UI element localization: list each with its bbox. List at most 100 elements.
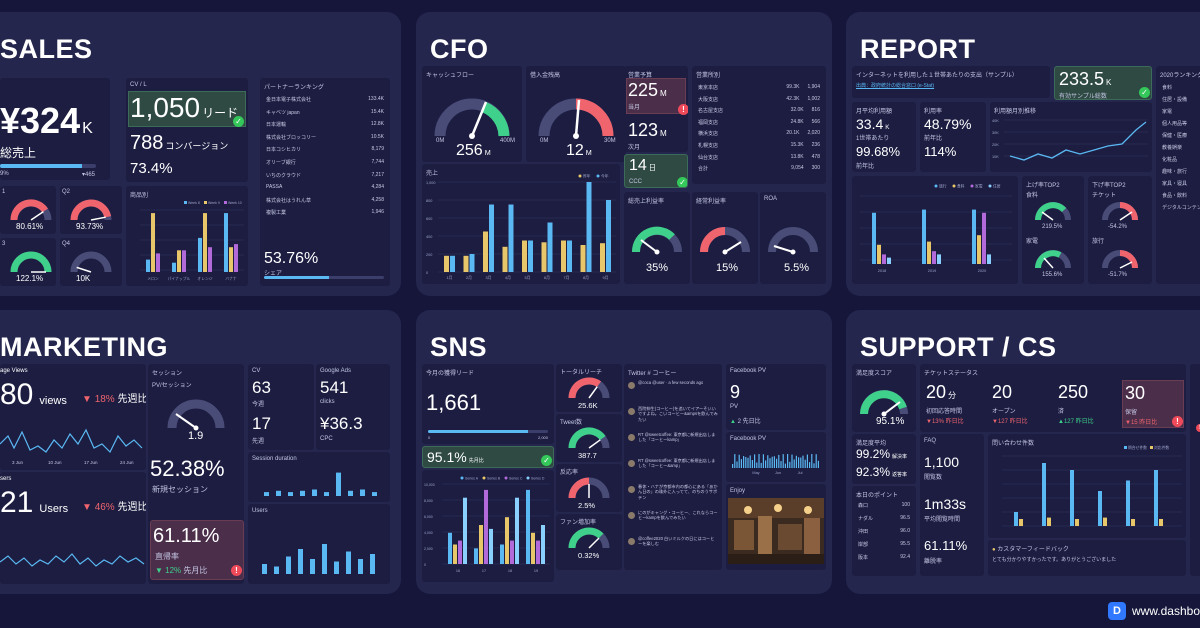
fb-bar[interactable]	[793, 459, 795, 468]
fb-bar[interactable]	[736, 461, 738, 468]
ccc-card[interactable]: 14 日 CCC ✓	[624, 154, 688, 188]
ads-card[interactable]: Google Ads 541 clicks ¥36.3 CPC	[316, 364, 390, 450]
fb-bar[interactable]	[749, 455, 751, 468]
facebook-card[interactable]: Facebook PV 9 PV ▲ 2 先日比	[726, 364, 826, 430]
revenue-bar-this-year[interactable]	[489, 204, 494, 273]
fb-bar[interactable]	[815, 454, 817, 468]
product-bar[interactable]	[234, 244, 238, 272]
fb-bar[interactable]	[767, 455, 769, 468]
revenue-bar-last-year[interactable]	[541, 242, 547, 272]
handled-bar[interactable]	[1047, 517, 1051, 526]
fb-bar[interactable]	[751, 460, 753, 468]
sns-bar[interactable]	[536, 540, 540, 564]
ranking-row[interactable]: 化粧品	[1162, 156, 1200, 163]
fb-bar[interactable]	[817, 460, 819, 468]
partner-row[interactable]: 株式会社ブロッコリー 10.5K	[266, 134, 384, 141]
tweet-item[interactable]: 春休・ハナが京都市内の都心にある「あかん日の」の珠外に入ってて、のちのうサボテン	[628, 484, 718, 508]
fb-bar[interactable]	[769, 458, 771, 468]
branch-row[interactable]: 横浜支店 20.1K 2,020	[698, 130, 820, 137]
report-bar[interactable]	[922, 209, 926, 264]
gross-margin-card[interactable]: 総売上利益率 35%	[624, 192, 690, 284]
inquiry-bar[interactable]	[1154, 470, 1158, 526]
points-card[interactable]: 本日のポイント 森口 100 ナダル 96.5 沖田 96.0 岸部 95.5 阪本 92.4	[852, 486, 916, 576]
handled-bar[interactable]	[1159, 519, 1163, 526]
fb-bar[interactable]	[740, 459, 742, 468]
internet-value-card[interactable]: 233.5 K 有効サンプル総数 ✓	[1054, 66, 1152, 100]
revenue-bar-last-year[interactable]	[600, 243, 605, 272]
users-bar[interactable]	[370, 554, 375, 574]
ranking-row[interactable]: 個人用品等	[1162, 120, 1200, 127]
ranking-card[interactable]: 2020ランキング 食料 住居・設備 家電 個人用品等 保健・医療 教養娯楽 化粧品 趣味・旅…	[1156, 66, 1200, 284]
product-bar[interactable]	[203, 213, 207, 272]
product-bar[interactable]	[172, 262, 176, 272]
tweet-item[interactable]: 西院伸生(コーヒー)を追いてイアーそいいですよね。こいコーヒー&ampsを飲んで…	[628, 406, 718, 430]
fb-bar[interactable]	[787, 454, 789, 468]
branch-row[interactable]: 福岡支店 24.8K 566	[698, 119, 820, 126]
branch-row[interactable]: 名古屋支店 32.0K 816	[698, 107, 820, 114]
report-bar[interactable]	[972, 209, 976, 264]
trend-card[interactable]: 利用額月別推移 40K 30K 20K 10K	[990, 102, 1152, 172]
fb-bar[interactable]	[747, 457, 749, 468]
partner-row[interactable]: 金日本電子株式会社 133.4K	[266, 96, 384, 103]
fb-bar[interactable]	[760, 462, 762, 468]
branches-card[interactable]: 営業所別 東京本店 99.3K 1,904 大阪支店 42.3K 1,002 名古屋支店 32…	[692, 66, 826, 184]
revenue-bar-this-year[interactable]	[547, 222, 553, 273]
fb-bar[interactable]	[795, 455, 797, 468]
loan-card[interactable]: 借入金残高 0M 30M 12 M	[526, 66, 626, 162]
faq-card[interactable]: FAQ 1,100 閲覧数 1m33s 平均閲覧時間 61.11% 離脱率	[920, 434, 984, 576]
sns-gauge-card[interactable]: 反応率 2.5%	[556, 464, 622, 512]
users-bar[interactable]	[322, 544, 327, 574]
duration-card[interactable]: Session duration	[248, 452, 390, 502]
tweet-item[interactable]: RT @sweetcoffee: 東京都に新規出店しました「コーヒーkamp」	[628, 432, 718, 456]
users-card[interactable]: sers 21 Users ▼ 46% 先週比	[0, 472, 146, 584]
partner-row[interactable]: 株式会社はうれん草 4,258	[266, 197, 384, 204]
ranking-row[interactable]: デジタルコンテンツ	[1162, 204, 1200, 211]
users-bar[interactable]	[358, 559, 363, 574]
tweet-item[interactable]: @coca @user · a few seconds ago	[628, 380, 718, 404]
sns-bar[interactable]	[448, 532, 452, 564]
duration-bar[interactable]	[300, 490, 305, 496]
points-row[interactable]: 沖田 96.0	[858, 528, 910, 535]
revenue-bar-this-year[interactable]	[567, 240, 572, 273]
fb-bar[interactable]	[804, 459, 806, 468]
fb-bar[interactable]	[784, 463, 786, 468]
product-bar[interactable]	[151, 213, 155, 272]
fb-bar[interactable]	[776, 458, 778, 468]
ranking-row[interactable]: 趣味・旅行	[1162, 168, 1200, 175]
revenue-bar-last-year[interactable]	[463, 255, 469, 272]
handled-bar[interactable]	[1075, 519, 1079, 526]
fb-bar[interactable]	[756, 462, 758, 468]
profit-card[interactable]: 月平均利用額 33.4 K 1世帯あたり 99.68% 前年比	[852, 102, 916, 172]
fb-bar[interactable]	[789, 461, 791, 468]
sns-bar[interactable]	[541, 525, 545, 564]
handled-bar[interactable]	[1131, 519, 1135, 526]
revenue-bar-this-year[interactable]	[450, 255, 455, 272]
sns-bar[interactable]	[526, 489, 530, 564]
fb-bar[interactable]	[743, 456, 745, 468]
revenue-card[interactable]: ¥324 K 総売上 9% ▾465	[0, 78, 110, 180]
report-bar[interactable]	[927, 241, 931, 264]
branch-row[interactable]: 大阪支店 42.3K 1,002	[698, 96, 820, 103]
products-card[interactable]: 商品別 Week 8 Week 9 Week 10 メロン パイナップル オレンジ バナナ	[126, 186, 248, 286]
fb-bar[interactable]	[813, 463, 815, 468]
points-row[interactable]: 岸部 95.5	[858, 541, 910, 548]
roa-card[interactable]: ROA 5.5%	[760, 192, 826, 284]
internet-card[interactable]: インターネットを利用した１世帯あたりの支出（サンプル） 出典：政府統計の総合窓口…	[852, 66, 1050, 98]
cashflow-card[interactable]: キャッシュフロー 0M 400M 256 M	[422, 66, 522, 162]
points-row[interactable]: 阪本 92.4	[858, 554, 910, 561]
fb-bar[interactable]	[754, 454, 756, 468]
inquiry-bar[interactable]	[1014, 512, 1018, 526]
sns-bar[interactable]	[453, 544, 457, 565]
users-bar[interactable]	[274, 566, 279, 575]
quarter-gauge-card[interactable]: Q2 93.73%	[60, 186, 122, 234]
revenue-chart-card[interactable]: 売上 1,000 800 600 400 200 0 昨年 今年 1月 2月 3月 4月 5月 6月 7月 8…	[422, 164, 620, 284]
sns-bar[interactable]	[484, 489, 488, 564]
fb-bar[interactable]	[800, 457, 802, 468]
revenue-bar-last-year[interactable]	[502, 246, 508, 272]
fb-bar[interactable]	[778, 454, 780, 468]
users-bar[interactable]	[310, 559, 315, 574]
duration-bar[interactable]	[276, 490, 281, 496]
duration-bar[interactable]	[312, 489, 317, 497]
satisfaction-card[interactable]: 満足度スコア 95.1%	[852, 364, 916, 432]
sns-bar[interactable]	[463, 497, 467, 564]
